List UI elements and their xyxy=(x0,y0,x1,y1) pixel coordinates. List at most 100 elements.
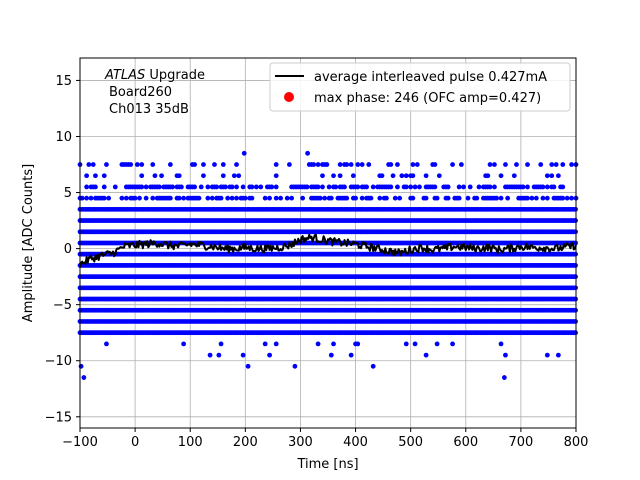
scatter-point xyxy=(305,150,311,156)
scatter-point xyxy=(388,162,394,167)
scatter-point xyxy=(544,184,550,190)
scatter-point xyxy=(79,195,85,201)
scatter-point xyxy=(223,184,228,190)
legend-box xyxy=(269,62,571,112)
scatter-point xyxy=(240,184,246,190)
ticks: −100 0 100 200 300 400 500 600 700 800 −15 −10 −5 0 5 1… xyxy=(45,74,589,450)
y-tick-label: 0 xyxy=(64,242,72,257)
scatter-point xyxy=(212,162,217,167)
scatter-point xyxy=(112,184,118,190)
scatter-point xyxy=(167,162,173,167)
scatter-point xyxy=(216,352,222,358)
scatter-point xyxy=(560,195,566,201)
scatter-point xyxy=(538,162,544,167)
scatter-point xyxy=(81,375,87,380)
scatter-point xyxy=(505,195,511,201)
scatter-point xyxy=(192,162,198,167)
scatter-point xyxy=(540,195,546,201)
scatter-point xyxy=(205,184,211,190)
y-tick-label: 10 xyxy=(55,130,72,145)
scatter-point xyxy=(390,173,396,179)
scatter-point xyxy=(326,184,332,190)
scatter-point xyxy=(417,184,422,190)
scatter-point xyxy=(220,162,226,167)
scatter-point xyxy=(273,184,279,190)
y-tick-label: 15 xyxy=(55,74,72,89)
scatter-point xyxy=(461,184,466,190)
scatter-point xyxy=(214,184,220,190)
scatter-point xyxy=(520,184,526,190)
scatter-point xyxy=(458,162,464,167)
scatter-point xyxy=(218,341,224,347)
scatter-point xyxy=(101,184,107,190)
scatter-point xyxy=(485,173,491,179)
scatter-point xyxy=(287,162,292,167)
scatter-point xyxy=(377,195,383,201)
scatter-point xyxy=(273,173,279,179)
scatter-point xyxy=(392,195,398,201)
scatter-point xyxy=(320,184,325,190)
y-tick-label: 5 xyxy=(64,186,72,201)
scatter-point xyxy=(333,184,339,190)
scatter-point xyxy=(273,195,279,201)
scatter-point xyxy=(487,162,493,167)
scatter-point xyxy=(84,195,90,201)
scatter-point xyxy=(225,195,231,201)
y-axis-label: Amplitude [ADC Counts] xyxy=(21,164,36,322)
scatter-point xyxy=(476,184,482,190)
x-tick-label: 400 xyxy=(343,435,368,450)
scatter-point xyxy=(328,352,334,358)
x-tick-label: 500 xyxy=(398,435,423,450)
scatter-point xyxy=(267,195,272,201)
scatter-point xyxy=(564,195,570,201)
scatter-point xyxy=(501,375,507,380)
scatter-point xyxy=(494,195,500,201)
scatter-point xyxy=(84,173,90,179)
scatter-point xyxy=(234,162,239,167)
x-axis-label: Time [ns] xyxy=(296,457,358,472)
scatter-point xyxy=(176,173,182,179)
scatter-point xyxy=(359,162,365,167)
scatter-point xyxy=(544,173,550,179)
scatter-point xyxy=(253,184,259,190)
scatter-point xyxy=(467,184,473,190)
scatter-point xyxy=(544,195,550,201)
scatter-point xyxy=(395,162,400,167)
scatter-point xyxy=(355,184,361,190)
average-pulse-series xyxy=(79,233,577,268)
scatter-point xyxy=(128,162,134,167)
scatter-point xyxy=(450,162,455,167)
scatter-point xyxy=(262,341,268,347)
scatter-point xyxy=(456,184,462,190)
scatter-point xyxy=(412,184,418,190)
scatter-point xyxy=(434,195,440,201)
scatter-point xyxy=(553,162,559,167)
scatter-point xyxy=(445,184,451,190)
scatter-point xyxy=(231,173,237,179)
scatter-point xyxy=(205,195,211,201)
average-pulse-line xyxy=(79,233,577,268)
scatter-point xyxy=(143,195,149,201)
scatter-point xyxy=(533,195,539,201)
scatter-point xyxy=(152,173,158,179)
y-tick-label: −5 xyxy=(53,298,72,313)
scatter-point xyxy=(569,195,574,201)
x-tick-label: 0 xyxy=(131,435,139,450)
scatter-point xyxy=(525,162,530,167)
scatter-point xyxy=(503,162,508,167)
scatter-point xyxy=(529,195,535,201)
x-tick-label: 200 xyxy=(233,435,258,450)
scatter-point xyxy=(101,195,107,201)
scatter-point xyxy=(176,195,182,201)
scatter-point xyxy=(241,150,247,156)
scatter-point xyxy=(134,162,140,167)
scatter-point xyxy=(84,184,90,190)
scatter-point xyxy=(450,341,455,347)
scatter-point xyxy=(292,363,298,369)
scatter-point xyxy=(86,162,92,167)
scatter-point xyxy=(104,162,109,167)
scatter-point xyxy=(269,184,275,190)
scatter-point xyxy=(93,184,98,190)
scatter-point xyxy=(229,184,235,190)
scatter-point xyxy=(337,162,343,167)
